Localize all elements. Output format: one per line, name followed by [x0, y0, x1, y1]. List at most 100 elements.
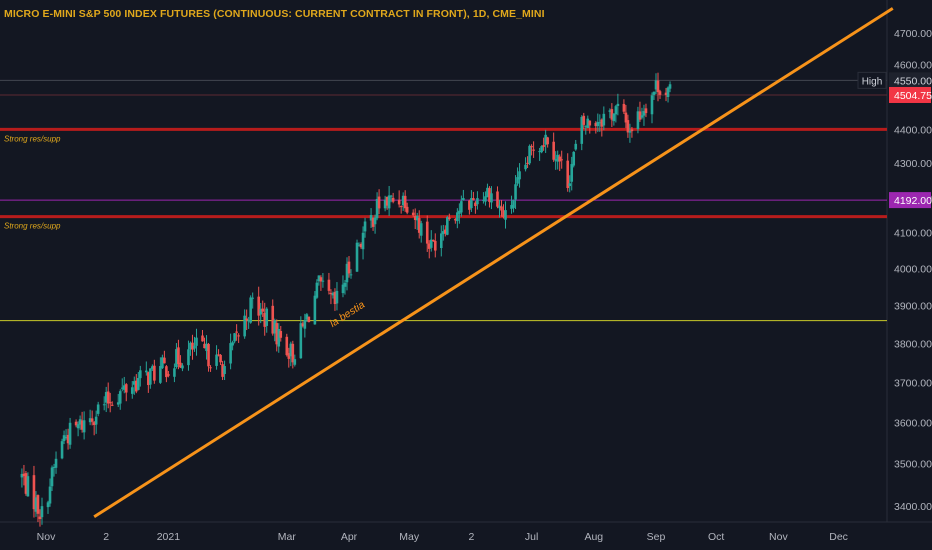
candle-body: [377, 196, 381, 209]
x-tick-label: Sep: [647, 531, 666, 543]
candle-body: [468, 200, 471, 210]
candle-body: [425, 221, 429, 244]
candle-body: [287, 353, 291, 359]
candle-body: [78, 419, 82, 425]
candle-body: [245, 318, 248, 321]
candle-body: [301, 323, 305, 327]
candle-body: [622, 103, 626, 112]
candle-body: [612, 113, 616, 122]
candle-body: [375, 198, 379, 219]
candle-body: [333, 292, 337, 305]
candle-body: [193, 345, 196, 349]
candle-body: [349, 274, 353, 276]
candle-body: [203, 343, 206, 349]
candle-body: [544, 134, 547, 145]
candle-body: [191, 342, 194, 350]
candle-body: [66, 434, 70, 444]
candle-body: [500, 206, 503, 211]
candle-body: [74, 421, 78, 426]
candle-body: [528, 145, 531, 164]
candle-body: [76, 424, 80, 429]
x-tick-label: Aug: [584, 531, 603, 543]
candle-body: [24, 473, 28, 494]
candle-body: [189, 342, 192, 350]
candle-body: [145, 370, 148, 373]
candle-body: [207, 344, 210, 367]
candle-body: [652, 91, 656, 95]
candle-body: [429, 239, 433, 248]
candle-body: [181, 365, 184, 369]
candle-body: [572, 151, 576, 166]
candle-body: [219, 354, 222, 363]
candle-body: [411, 212, 415, 216]
candle-body: [558, 156, 561, 162]
candle-body: [22, 473, 26, 477]
candle-body: [273, 320, 277, 334]
candle-body: [163, 357, 166, 364]
candle-body: [359, 243, 363, 248]
candle-body: [431, 240, 435, 242]
candle-body: [233, 333, 236, 342]
candle-body: [217, 354, 220, 356]
candle-body: [261, 308, 265, 312]
candle-body: [229, 343, 232, 364]
candle-body: [20, 473, 24, 478]
candle-body: [137, 377, 140, 390]
candle-body: [209, 367, 212, 369]
candle-body: [616, 103, 620, 106]
candle-body: [371, 217, 375, 227]
y-tick-label: 4300.00: [894, 158, 932, 170]
candle-body: [52, 466, 56, 468]
line-annotation: Strong res/supp: [4, 222, 61, 231]
candle-body: [259, 308, 263, 315]
candle-body: [538, 151, 541, 153]
candle-body: [369, 215, 373, 221]
y-tick-label: 4700.00: [894, 28, 932, 40]
candle-body: [383, 199, 387, 209]
candle-body: [664, 92, 668, 95]
candle-body: [401, 195, 405, 206]
candle-body: [448, 217, 451, 220]
candle-body: [159, 366, 162, 383]
x-tick-label: Apr: [341, 531, 358, 543]
candle-body: [102, 404, 106, 406]
y-tick-label: 3400.00: [894, 501, 932, 513]
candle-body: [403, 195, 407, 209]
candle-body: [636, 111, 640, 130]
candle-body: [90, 418, 94, 422]
candle-body: [50, 467, 54, 487]
candle-body: [486, 187, 489, 198]
candle-body: [598, 122, 602, 124]
candle-body: [116, 402, 120, 405]
candle-body: [215, 354, 218, 366]
candle-body: [462, 198, 465, 201]
candle-body: [32, 475, 36, 510]
candle-body: [638, 111, 642, 120]
candle-body: [580, 116, 584, 144]
candle-body: [317, 275, 321, 282]
candle-body: [654, 80, 658, 90]
x-tick-label: Mar: [278, 531, 297, 543]
candle-body: [291, 343, 295, 363]
candle-body: [474, 202, 477, 207]
candle-body: [321, 280, 325, 282]
price-label-box: [889, 72, 931, 89]
candle-body: [335, 290, 339, 304]
candle-body: [64, 436, 68, 438]
candle-body: [271, 305, 275, 334]
candle-body: [610, 109, 614, 120]
candle-body: [658, 91, 662, 95]
candle-body: [151, 366, 154, 369]
candle-body: [134, 380, 138, 392]
candle-body: [305, 314, 309, 320]
candle-body: [130, 387, 134, 394]
candle-body: [60, 441, 64, 459]
candle-body: [373, 217, 377, 225]
candle-body: [568, 183, 572, 187]
candle-body: [542, 145, 545, 147]
x-tick-label: 2: [468, 531, 474, 543]
candle-body: [62, 435, 66, 442]
candle-body: [442, 231, 445, 235]
candle-body: [313, 295, 317, 325]
